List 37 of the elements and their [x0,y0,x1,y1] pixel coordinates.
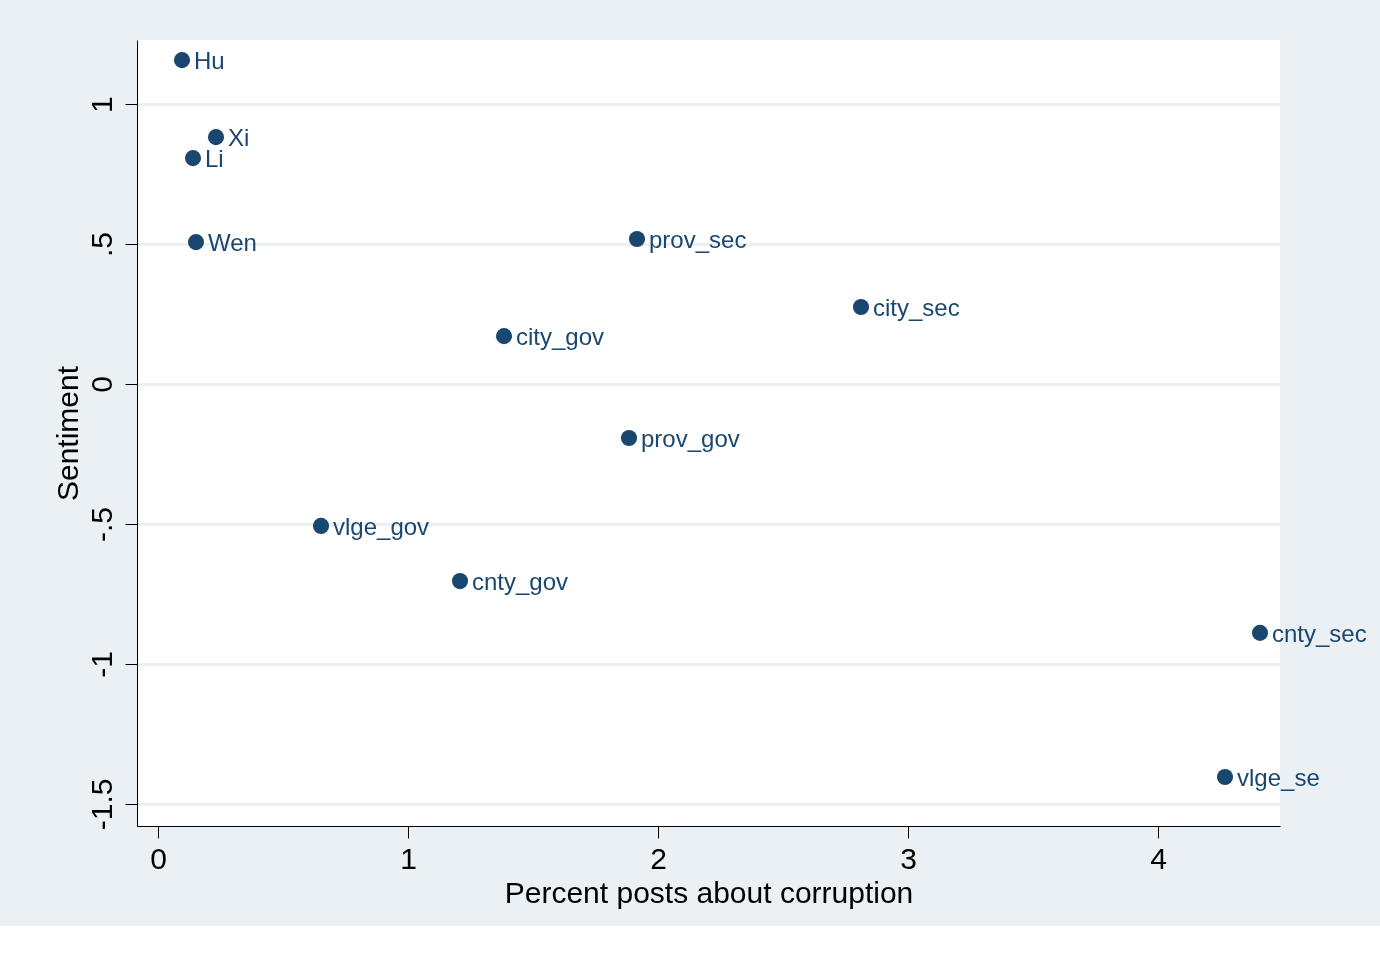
y-tick-label: 1 [84,96,118,113]
point [207,129,225,146]
y-tick-label: -1 [84,651,118,678]
annotation: Wen [208,229,257,257]
annotation: Li [205,145,224,173]
annotation: vlge_gov [333,512,430,540]
y-tick-label: -.5 [84,506,118,542]
x-axis-title: Percent posts about corruption [504,875,914,909]
point [1251,624,1269,641]
point [173,52,191,69]
point [451,573,469,590]
annotation: Xi [228,124,250,152]
annotation: prov_sec [649,226,747,254]
point [628,230,646,248]
point [187,234,205,251]
annotation: Hu [194,47,225,75]
point [1216,768,1234,786]
annotation: cnty_gov [472,568,569,596]
annotation: city_gov [516,323,605,351]
y-axis-title: Sentiment [50,365,84,502]
x-tick-label: 2 [650,841,667,875]
annotation: vlge_se [1237,764,1320,792]
y-tick-label: -1.5 [84,778,118,831]
point [312,517,330,534]
x-tick-label: 1 [400,841,417,875]
x-tick-label: 3 [900,841,917,875]
point [495,328,513,345]
y-tick-label: 0 [84,376,118,393]
point [620,429,638,447]
x-tick-label: 0 [150,841,167,875]
annotation: prov_gov [641,425,740,453]
annotation: cnty_sec [1272,619,1367,647]
y-tick-label: .5 [84,232,118,258]
annotation: city_sec [873,294,960,322]
x-tick-label: 4 [1150,841,1167,875]
point [852,298,870,316]
point [184,150,202,167]
